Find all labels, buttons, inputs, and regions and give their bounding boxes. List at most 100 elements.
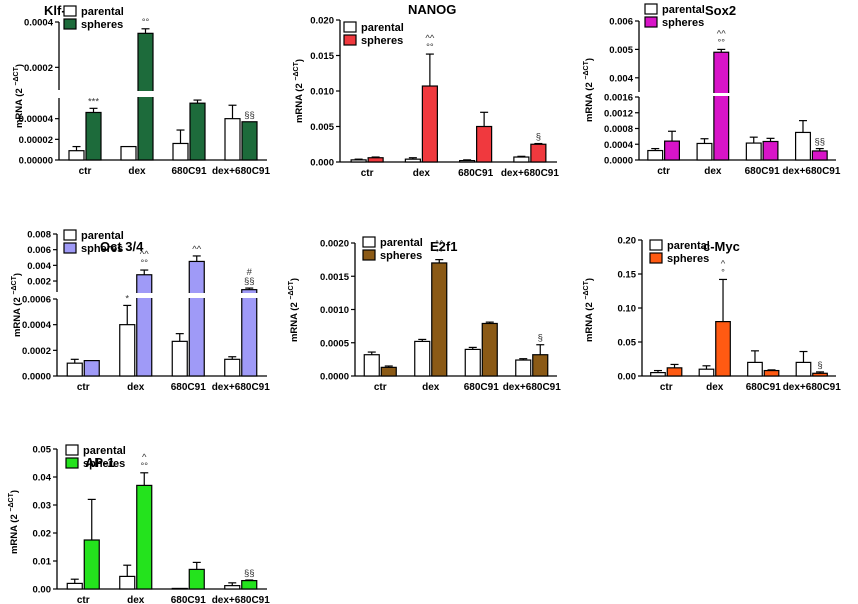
y-tick-label: 0.0000 — [320, 372, 349, 383]
y-tick-label: 0.00004 — [19, 114, 54, 125]
bar-parental-680C91 — [172, 142, 189, 161]
legend-swatch-parental — [649, 239, 663, 251]
y-tick-label: 0.0010 — [320, 305, 349, 316]
bar-parental-ctr — [66, 582, 83, 590]
bar-parental-dex — [119, 575, 136, 590]
bar-parental-ctr — [647, 149, 664, 161]
y-axis-label-main: mRNA (2 — [584, 80, 595, 122]
x-tick-label: dex — [704, 166, 722, 177]
y-axis-label: mRNA (2 −ΔCT) — [13, 64, 25, 128]
significance-marker: §§ — [244, 276, 255, 287]
x-tick-label: dex — [127, 382, 145, 393]
bar-spheres-ctr — [83, 360, 100, 377]
y-axis-label-sup: −ΔCT — [288, 280, 295, 299]
y-tick-label: 0.0012 — [604, 108, 633, 119]
significance-marker: ^ — [142, 452, 147, 463]
significance-marker: ^ — [721, 258, 726, 269]
significance-marker: °° — [435, 248, 443, 259]
y-axis-label-close: ) — [584, 278, 595, 281]
significance-marker: § — [817, 360, 822, 371]
legend-label-spheres: spheres — [361, 35, 403, 47]
axes — [53, 233, 267, 377]
y-axis-label: mRNA (2 −ΔCT) — [583, 58, 595, 122]
y-axis-label-sup: −ΔCT — [583, 280, 590, 299]
bar-parental-dex — [404, 158, 421, 163]
legend-label-parental: parental — [667, 240, 710, 252]
legend-swatch-parental — [63, 5, 77, 17]
y-axis-label-sup: −ΔCT — [583, 60, 590, 79]
legend-swatch-spheres — [65, 457, 79, 469]
x-tick-label: dex — [413, 168, 431, 179]
significance-marker: ^^ — [192, 244, 201, 255]
y-tick-label: 0.04 — [33, 473, 52, 484]
y-tick-label: 0.05 — [618, 338, 637, 349]
y-tick-label: 0.0004 — [24, 18, 54, 29]
legend-label-spheres: spheres — [662, 17, 704, 29]
y-tick-label: 0.0000 — [22, 372, 51, 383]
x-tick-label: ctr — [79, 166, 92, 177]
bar-parental-680C91 — [745, 142, 762, 161]
y-tick-label: 0.000 — [310, 158, 334, 169]
legend-swatch-parental — [65, 444, 79, 456]
y-tick-label: 0.020 — [310, 16, 334, 27]
chart-c-myc: c-Myc mRNA (2 −ΔCT) 0.00 0.05 0.10 0.15 0.20 ct… — [583, 236, 841, 394]
y-axis-label-main: mRNA (2 — [9, 512, 20, 554]
axis-break-gap — [117, 293, 154, 298]
x-tick-label: 680C91 — [746, 382, 781, 393]
bar-spheres-ctr — [380, 366, 397, 377]
y-tick-label: 0.01 — [33, 557, 52, 568]
x-tick-label: 680C91 — [458, 168, 493, 179]
bar-spheres-680C91 — [476, 125, 493, 163]
bar-spheres-680C91 — [188, 260, 205, 377]
bar-spheres-dex+680C91 — [811, 150, 828, 161]
chart-title: c-Myc — [703, 239, 740, 254]
y-tick-label: 0.015 — [310, 51, 334, 62]
x-tick-label: dex+680C91 — [782, 166, 841, 177]
y-tick-label: 0.00002 — [19, 135, 53, 146]
y-tick-label: 0.0002 — [22, 346, 51, 357]
significance-marker: °° — [426, 42, 434, 53]
axis-break-gap — [645, 93, 682, 96]
bar-parental-dex+680C91 — [515, 359, 532, 377]
bar-parental-dex+680C91 — [513, 156, 530, 163]
y-tick-label: 0.005 — [609, 45, 633, 56]
x-tick-label: ctr — [77, 595, 90, 604]
x-tick-label: 680C91 — [171, 166, 206, 177]
y-tick-label: 0.10 — [618, 304, 637, 315]
significance-marker: ^^ — [717, 28, 726, 39]
bar-parental-680C91 — [171, 340, 188, 377]
axis-break-gap — [793, 93, 830, 96]
significance-marker: § — [536, 132, 541, 143]
y-axis-label-sup: −ΔCT — [13, 66, 20, 85]
y-axis-label: mRNA (2 −ΔCT) — [293, 59, 305, 123]
x-tick-label: 680C91 — [745, 166, 780, 177]
bar-spheres-ctr — [367, 157, 384, 163]
x-tick-label: 680C91 — [464, 382, 499, 393]
x-tick-label: ctr — [657, 166, 670, 177]
legend-swatch-spheres — [343, 34, 357, 46]
y-tick-label: 0.02 — [33, 529, 52, 540]
axis-break-gap — [695, 93, 731, 96]
chart-title: AP-1 — [85, 455, 115, 470]
bar-spheres-dex+680C91 — [532, 354, 549, 377]
y-axis-label-main: mRNA (2 — [584, 300, 595, 342]
bar-spheres-ctr — [664, 140, 680, 161]
y-tick-label: 0.15 — [618, 270, 637, 281]
y-axis-label-main: mRNA (2 — [289, 300, 300, 342]
bar-spheres-dex+680C91 — [241, 579, 258, 590]
x-tick-label: dex — [128, 166, 146, 177]
y-axis-label-sup: −ΔCT — [11, 275, 18, 294]
y-axis-label-main: mRNA (2 — [12, 295, 23, 337]
y-tick-label: 0.004 — [609, 73, 633, 84]
bar-parental-dex+680C91 — [224, 118, 241, 161]
chart-oct-3-4: Oct 3/4 mRNA (2 −ΔCT) 0.0000 0.0002 0.0004 0.… — [11, 229, 270, 393]
legend-label-parental: parental — [662, 4, 705, 16]
significance-marker: # — [247, 267, 253, 278]
y-tick-label: 0.00 — [618, 372, 637, 383]
bar-spheres-ctr — [85, 111, 102, 161]
